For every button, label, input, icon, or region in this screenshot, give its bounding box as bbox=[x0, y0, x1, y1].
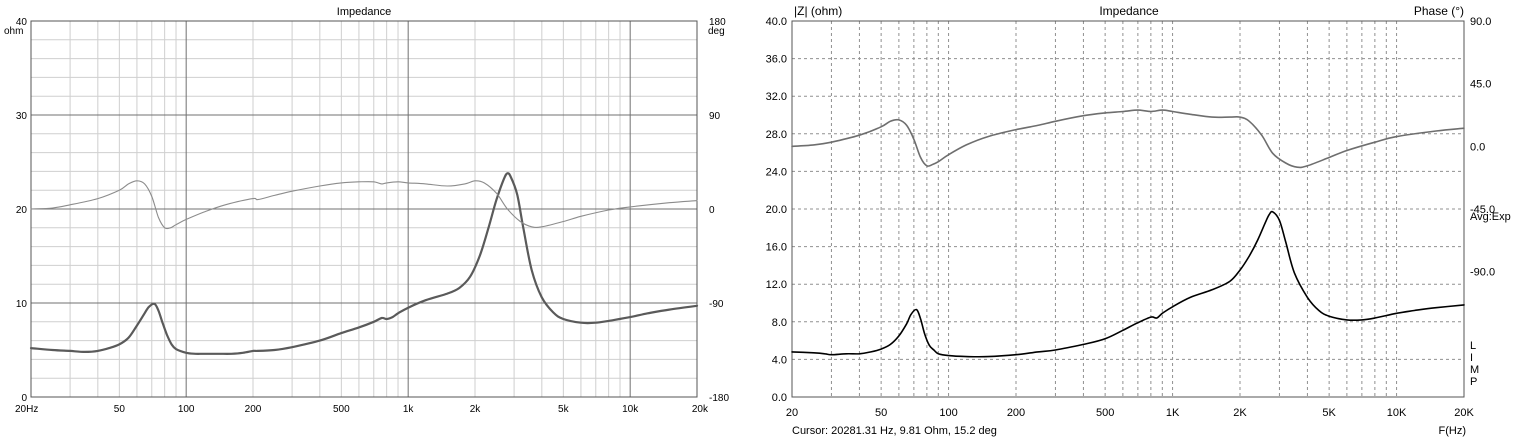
panel1-x-tick-label: 100 bbox=[178, 404, 195, 415]
panel1-x-tick-label: 20Hz bbox=[15, 404, 38, 415]
panel2-y2-tick-label: 90.0 bbox=[1470, 16, 1491, 28]
panel2-flag-p: P bbox=[1470, 376, 1477, 388]
panel2-x-tick-label: 5K bbox=[1322, 407, 1336, 419]
panel1-x-tick-label: 5k bbox=[558, 404, 570, 415]
panel2-y2-tick-label: -90.0 bbox=[1470, 267, 1495, 279]
panel1-y-tick-label: 40 bbox=[16, 17, 28, 28]
panel1-y-axis-unit: ohm bbox=[4, 26, 23, 37]
panel1-grid bbox=[30, 20, 698, 398]
panel2-x-tick-label: 10K bbox=[1387, 407, 1407, 419]
panel1-y2-tick-label: 180 bbox=[709, 17, 726, 28]
panel2-x-tick-label: 100 bbox=[939, 407, 957, 419]
panel1-impedance-series-line bbox=[29, 172, 699, 355]
panel2-y-tick-label: 0.0 bbox=[772, 392, 787, 404]
panel2-x-tick-label: 20K bbox=[1454, 407, 1474, 419]
panel1-y2-tick-label: 0 bbox=[709, 205, 715, 216]
panel2-y-tick-label: 24.0 bbox=[766, 166, 787, 178]
panel2-title: Impedance bbox=[1099, 4, 1159, 18]
panel1-y-tick-label: 0 bbox=[21, 393, 27, 404]
panel2-phase-series-line bbox=[791, 109, 1465, 169]
panel2-y-tick-label: 32.0 bbox=[766, 91, 787, 103]
panel2-y2-tick-label: 45.0 bbox=[1470, 79, 1491, 91]
panel2-y2-tick-label: -45.0 bbox=[1470, 204, 1495, 216]
panel2-y-tick-label: 4.0 bbox=[772, 354, 787, 366]
panel2-x-tick-label: 200 bbox=[1007, 407, 1025, 419]
panel2-y2-tick-label: 0.0 bbox=[1470, 141, 1485, 153]
panel2-y-tick-label: 40.0 bbox=[766, 16, 787, 28]
panel2-x-tick-label: 50 bbox=[875, 407, 887, 419]
panel2-averaging-label: Avg:Exp bbox=[1470, 211, 1511, 223]
panel1-x-tick-label: 50 bbox=[114, 404, 126, 415]
panel1-x-tick-label: 1k bbox=[403, 404, 415, 415]
panel2-x-tick-label: 500 bbox=[1096, 407, 1114, 419]
panel1-y2-tick-label: -180 bbox=[709, 393, 729, 404]
panel2-flag-l: L bbox=[1470, 340, 1476, 352]
panel1-x-tick-label: 500 bbox=[333, 404, 350, 415]
panel2-y-tick-label: 28.0 bbox=[766, 129, 787, 141]
panel2-y2-axis-label: Phase (°) bbox=[1414, 4, 1464, 18]
panel2-y-axis-label: |Z| (ohm) bbox=[794, 4, 842, 18]
panel1-title: Impedance bbox=[337, 6, 391, 18]
panel1-y2-tick-label: -90 bbox=[709, 299, 724, 310]
panel2-x-tick-label: 2K bbox=[1233, 407, 1247, 419]
panel1-x-tick-label: 20k bbox=[692, 404, 709, 415]
panel2-x-tick-label: 1K bbox=[1166, 407, 1180, 419]
panel2-flag-i: I bbox=[1470, 352, 1473, 364]
panel1-y-tick-label: 20 bbox=[16, 205, 28, 216]
panel1-y2-axis-unit: deg bbox=[708, 26, 725, 37]
panel2-grid bbox=[791, 20, 1465, 398]
panel2-y-tick-label: 8.0 bbox=[772, 317, 787, 329]
panel2-cursor-readout: Cursor: 20281.31 Hz, 9.81 Ohm, 15.2 deg bbox=[792, 425, 997, 437]
panel2-y-tick-label: 36.0 bbox=[766, 54, 787, 66]
panel2-impedance-series-line bbox=[791, 210, 1465, 358]
panel2-x-tick-label: 20 bbox=[786, 407, 798, 419]
panel2-x-axis-label: F(Hz) bbox=[1439, 425, 1467, 437]
panel2-flag-m: M bbox=[1470, 364, 1479, 376]
panel2-y-tick-label: 12.0 bbox=[766, 279, 787, 291]
panel2-plot-frame bbox=[791, 20, 1465, 398]
panel1-y2-tick-label: 90 bbox=[709, 111, 721, 122]
panel1-x-tick-label: 10k bbox=[622, 404, 639, 415]
panel1-y-tick-label: 30 bbox=[16, 111, 28, 122]
panel1-x-tick-label: 200 bbox=[245, 404, 262, 415]
panel1-y-tick-label: 10 bbox=[16, 299, 28, 310]
panel1-phase-series-line bbox=[30, 180, 698, 230]
panel2-y-tick-label: 16.0 bbox=[766, 242, 787, 254]
panel2-y-tick-label: 20.0 bbox=[766, 204, 787, 216]
panel1-x-tick-label: 2k bbox=[470, 404, 482, 415]
